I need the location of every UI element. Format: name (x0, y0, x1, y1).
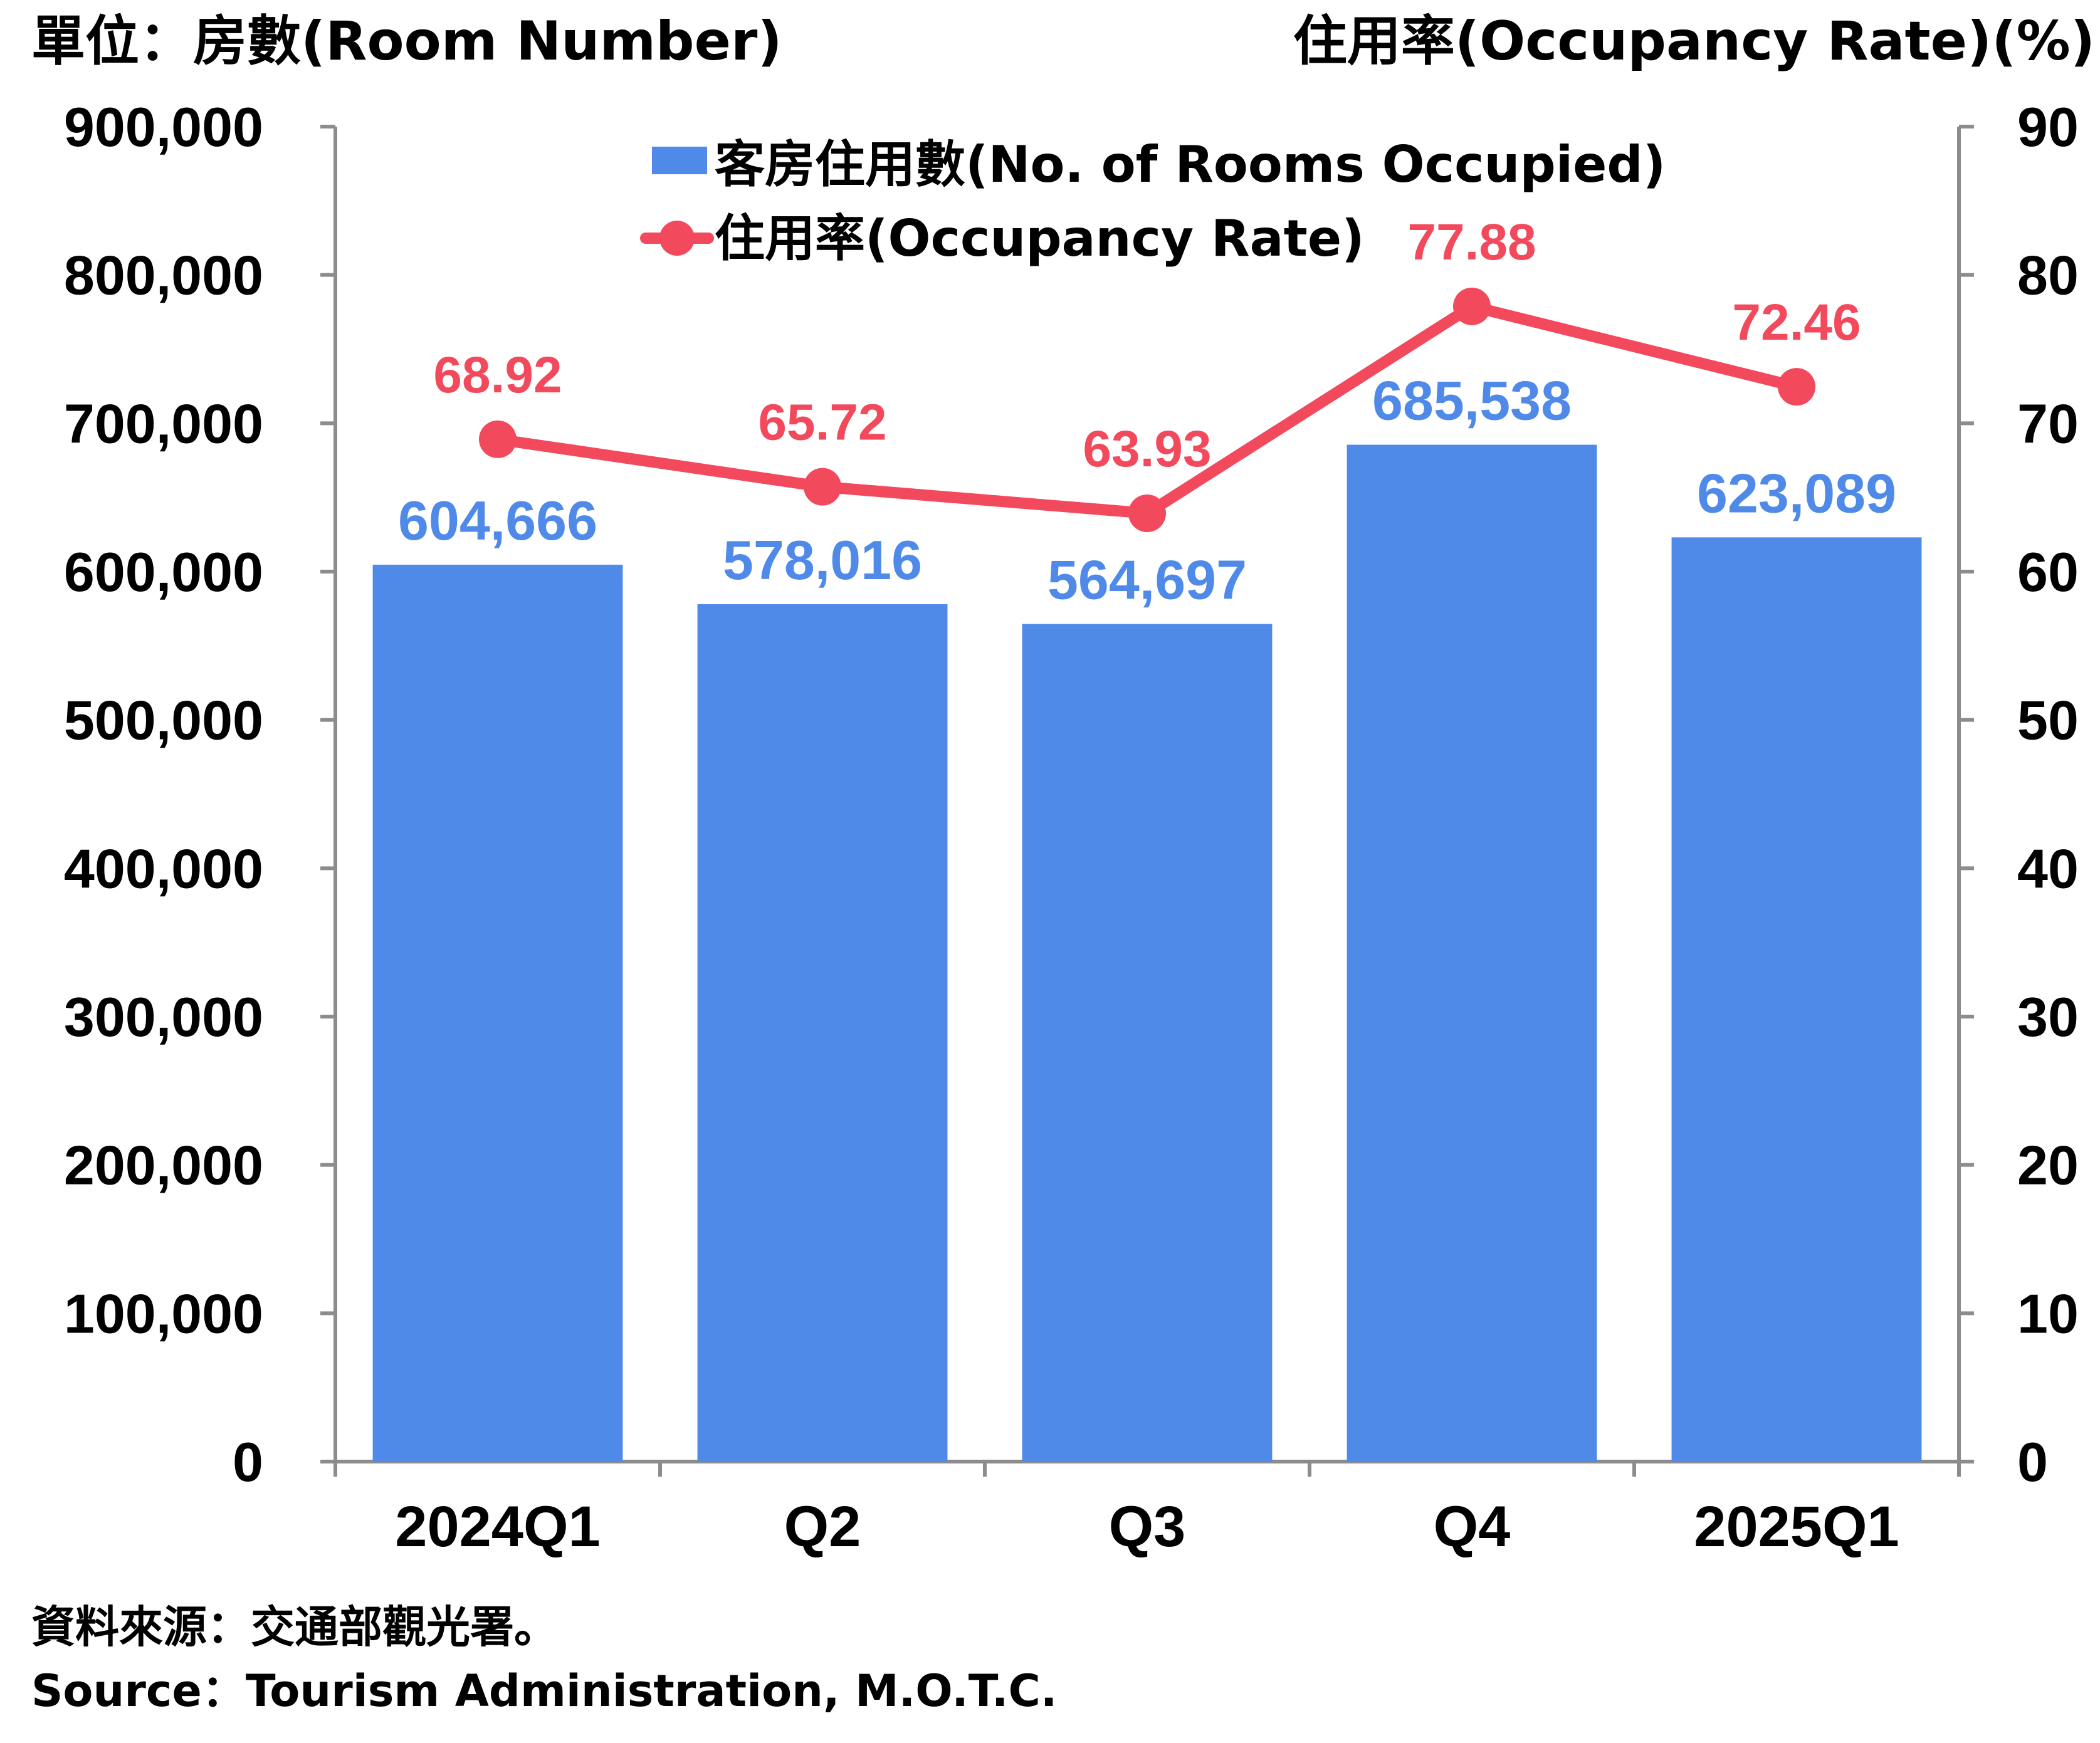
left-axis-tick-label: 200,000 (64, 1134, 263, 1196)
axes-layer: 0 0 100,000 10 200,000 20 300,000 30 400,000 40 50… (64, 96, 2079, 1559)
x-axis-category-label: Q3 (1109, 1495, 1186, 1559)
occupancy-rate-line (492, 300, 1802, 519)
left-axis-tick-label: 900,000 (64, 96, 263, 158)
left-axis-tick-label: 100,000 (64, 1282, 263, 1344)
legend-bar-label: 客房住用數(No. of Rooms Occupied) (715, 135, 1666, 194)
bar-data-label: 578,016 (723, 529, 922, 591)
bar-data-label: 604,666 (398, 489, 597, 552)
right-axis-tick-label: 90 (2017, 96, 2079, 158)
rate-data-label: 65.72 (758, 394, 886, 451)
left-axis-tick-label: 500,000 (64, 689, 263, 751)
x-axis-category-label: Q4 (1434, 1495, 1511, 1559)
bar-data-label: 685,538 (1372, 370, 1572, 432)
rate-data-label: 68.92 (433, 347, 562, 404)
left-axis-tick-label: 600,000 (64, 541, 263, 603)
right-axis-tick-label: 0 (2017, 1431, 2048, 1493)
line-layer (479, 287, 1815, 532)
bar-rooms-occupied (1347, 444, 1597, 1462)
x-axis-category-label: Q2 (784, 1495, 861, 1559)
bar-rooms-occupied (697, 604, 948, 1462)
left-axis-tick-label: 700,000 (64, 392, 263, 454)
source-line-zh: 資料來源：交通部觀光署。 (31, 1601, 558, 1653)
occupancy-rate-marker (1453, 287, 1491, 325)
right-axis-tick-label: 80 (2017, 244, 2079, 306)
source-line-en: Source：Tourism Administration, M.O.T.C. (31, 1665, 1057, 1717)
x-axis-category-label: 2024Q1 (395, 1495, 600, 1559)
occupancy-rate-marker (479, 420, 517, 458)
bars-layer (372, 444, 1922, 1462)
legend-bar-swatch (652, 147, 707, 174)
left-axis-tick-label: 400,000 (64, 837, 263, 899)
bar-data-label: 564,697 (1047, 549, 1247, 611)
left-axis-tick-label: 0 (233, 1431, 263, 1493)
rate-data-label: 77.88 (1407, 214, 1536, 271)
rate-data-label: 63.93 (1083, 421, 1211, 478)
occupancy-rate-marker (1778, 368, 1815, 406)
left-axis-tick-label: 300,000 (64, 986, 263, 1048)
rate-data-label: 72.46 (1732, 294, 1861, 351)
left-axis-unit-label: 單位：房數(Room Number) (31, 10, 782, 73)
x-axis-category-label: 2025Q1 (1694, 1495, 1899, 1559)
bar-rooms-occupied (372, 564, 623, 1462)
right-axis-tick-label: 40 (2017, 837, 2079, 899)
legend: 客房住用數(No. of Rooms Occupied) 住用率(Occupan… (640, 135, 1666, 268)
bar-rooms-occupied (1671, 537, 1922, 1462)
bar-data-label: 623,089 (1697, 462, 1896, 524)
left-axis-tick-label: 800,000 (64, 244, 263, 306)
occupancy-rate-marker (804, 468, 841, 506)
right-axis-tick-label: 70 (2017, 392, 2079, 454)
labels-layer: 604,666 578,016 564,697 685,538 623,089 68.92… (398, 214, 1896, 611)
occupancy-rate-marker (1128, 494, 1166, 532)
right-axis-tick-label: 50 (2017, 689, 2079, 751)
legend-line-marker (659, 221, 695, 256)
right-axis-tick-label: 30 (2017, 986, 2079, 1048)
right-axis-tick-label: 60 (2017, 541, 2079, 603)
bar-rooms-occupied (1022, 624, 1273, 1462)
right-axis-tick-label: 20 (2017, 1134, 2079, 1196)
right-axis-unit-label: 住用率(Occupancy Rate)(%) (1293, 10, 2095, 73)
right-axis-tick-label: 10 (2017, 1282, 2079, 1344)
legend-line-label: 住用率(Occupancy Rate) (715, 209, 1365, 268)
